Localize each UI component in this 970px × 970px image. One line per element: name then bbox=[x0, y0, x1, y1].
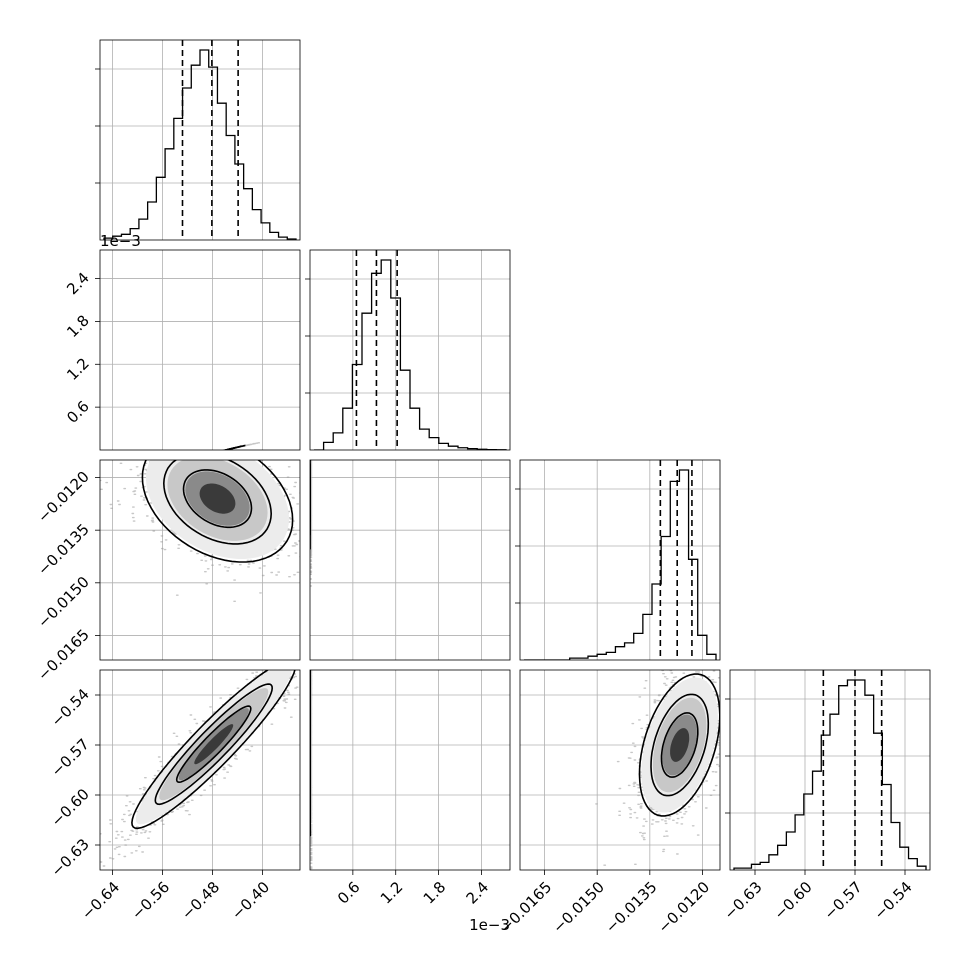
panel-frame bbox=[309, 669, 511, 871]
x-tick-label: −0.0120 bbox=[654, 878, 713, 937]
histogram-0 bbox=[103, 49, 297, 240]
x-tick-label: −0.57 bbox=[821, 878, 866, 923]
panel-content bbox=[310, 250, 510, 450]
panel-background bbox=[310, 460, 510, 660]
panel-frame bbox=[519, 459, 721, 661]
contour-line-1 bbox=[154, 683, 274, 806]
density-level-3 bbox=[199, 483, 236, 514]
y-tick-label: 0.6 bbox=[63, 397, 93, 427]
x-tick-label: −0.56 bbox=[128, 878, 173, 923]
panel-frame bbox=[99, 39, 301, 241]
x-tick-label: −0.64 bbox=[78, 878, 123, 923]
density-level-3 bbox=[670, 728, 690, 762]
panel-background bbox=[730, 670, 930, 870]
panel-content bbox=[730, 670, 930, 870]
contour-line-0 bbox=[131, 670, 296, 830]
panel-r3-c1 bbox=[309, 669, 511, 871]
panel-r0-c0 bbox=[95, 39, 301, 241]
y-tick-label: −0.63 bbox=[48, 835, 93, 880]
histogram-3 bbox=[733, 679, 927, 870]
panel-frame bbox=[309, 459, 511, 661]
panel-background bbox=[310, 670, 510, 870]
contour-line-2 bbox=[175, 705, 252, 784]
y-tick-label: −0.0120 bbox=[34, 468, 93, 527]
x-tick-label: −0.60 bbox=[771, 878, 816, 923]
contour-line-2 bbox=[182, 469, 253, 529]
y-tick-label: 1.2 bbox=[63, 354, 93, 384]
panel-r2-c0 bbox=[99, 459, 301, 661]
x-tick-label: −0.63 bbox=[721, 878, 766, 923]
y-tick-label: −0.0135 bbox=[34, 520, 93, 579]
contour-line-2 bbox=[222, 447, 236, 450]
x-tick-label: −0.0150 bbox=[549, 878, 608, 937]
panel-frame bbox=[309, 249, 511, 451]
y-tick-label: −0.57 bbox=[48, 735, 93, 780]
x-tick-label: −0.54 bbox=[871, 878, 916, 923]
contour-line-0 bbox=[638, 673, 720, 817]
contour-line-0 bbox=[141, 460, 294, 563]
histogram-2 bbox=[524, 469, 717, 660]
panel-r1-c0 bbox=[99, 249, 301, 451]
panel-content bbox=[520, 670, 720, 870]
x-tick-label: 0.6 bbox=[334, 878, 364, 908]
panel-frame bbox=[519, 669, 721, 871]
y-tick-label: 2.4 bbox=[63, 269, 93, 299]
y-tick-label: −0.60 bbox=[48, 785, 93, 830]
panel-content bbox=[100, 40, 300, 240]
contour-line-1 bbox=[162, 460, 273, 545]
panel-r3-c2 bbox=[519, 669, 721, 871]
panel-frame bbox=[99, 669, 301, 871]
panel-background bbox=[310, 250, 510, 450]
panel-r3-c3 bbox=[725, 669, 931, 871]
y-tick-label: −0.0165 bbox=[34, 626, 93, 685]
panel-content bbox=[100, 460, 300, 660]
x-tick-label: 2.4 bbox=[463, 878, 493, 908]
x-tick-label: −0.48 bbox=[178, 878, 223, 923]
density-level-3 bbox=[194, 724, 234, 765]
x-tick-label: 1.8 bbox=[420, 878, 450, 908]
x-tick-label: −0.40 bbox=[228, 878, 273, 923]
panel-frame bbox=[729, 669, 931, 871]
x-offset-label: 1e−3 bbox=[469, 916, 510, 934]
panel-frame bbox=[99, 459, 301, 661]
contour-line-1 bbox=[650, 693, 710, 797]
x-tick-label: −0.0165 bbox=[497, 878, 556, 937]
panel-frame bbox=[99, 249, 301, 451]
y-offset-label: 1e−3 bbox=[100, 232, 141, 250]
x-tick-label: 1.2 bbox=[377, 878, 407, 908]
panel-content bbox=[100, 670, 300, 870]
y-tick-label: −0.0150 bbox=[34, 573, 93, 632]
panel-background bbox=[520, 460, 720, 660]
panel-r2-c2 bbox=[515, 459, 721, 661]
panel-r2-c1 bbox=[309, 459, 511, 661]
panel-r3-c0 bbox=[99, 669, 301, 871]
x-tick-label: −0.0135 bbox=[602, 878, 661, 937]
panel-background bbox=[100, 250, 300, 450]
contour-line-2 bbox=[660, 712, 699, 778]
panel-background bbox=[100, 40, 300, 240]
panel-content bbox=[520, 460, 720, 660]
panel-r1-c1 bbox=[305, 249, 511, 451]
y-tick-label: 1.8 bbox=[63, 312, 93, 342]
histogram-1 bbox=[314, 259, 507, 450]
y-tick-label: −0.54 bbox=[48, 685, 93, 730]
